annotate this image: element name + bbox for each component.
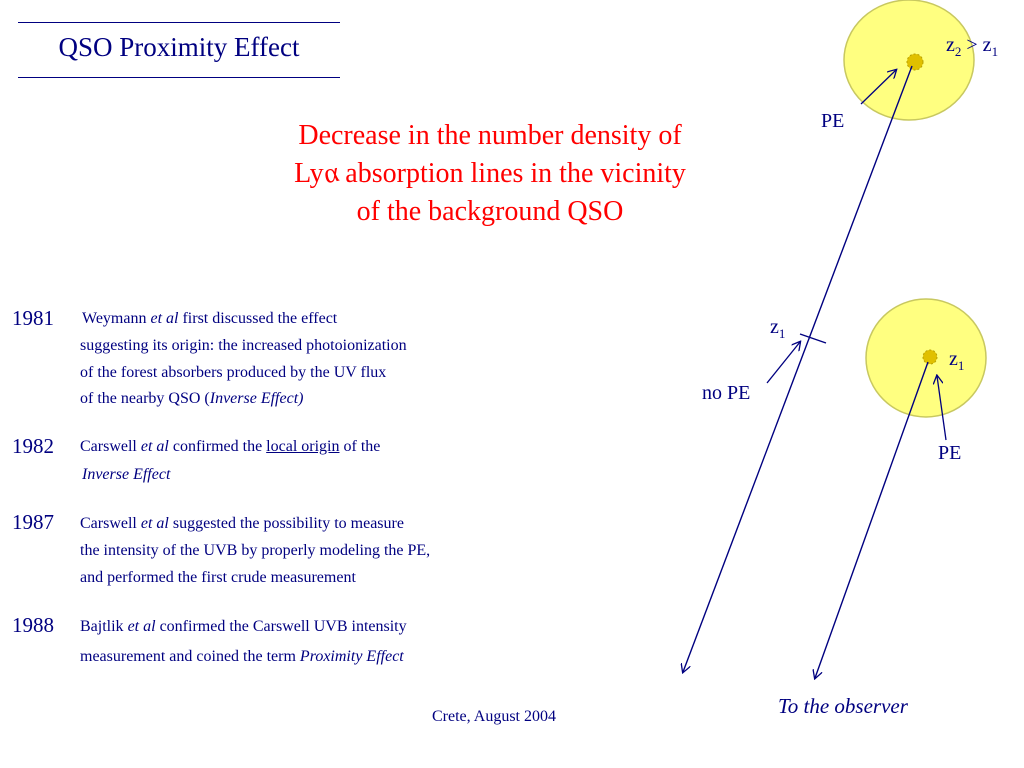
headline-line-2-rest: absorption lines in the vicinity: [338, 158, 686, 189]
z1-tick-mark: [799, 333, 827, 344]
footer-credit: Crete, August 2004: [432, 708, 556, 725]
italic-run: et al: [140, 515, 169, 532]
text-run: Bajtlik: [80, 618, 128, 635]
label-z2-gt-z1: z2 > z1: [946, 34, 998, 60]
italic-run: et al: [140, 438, 169, 455]
italic-run: et al: [150, 310, 179, 327]
pe-bottom-pointer: [937, 376, 947, 441]
page-title: QSO Proximity Effect: [58, 32, 300, 62]
entry-1981-line-3: of the forest absorbers produced by the …: [80, 364, 387, 381]
far-qso-sightline: [683, 65, 913, 672]
subscript: 1: [778, 326, 786, 341]
subscript: 2: [954, 44, 962, 59]
headline-line-3: of the background QSO: [356, 196, 624, 227]
text-run: z: [946, 34, 955, 56]
no-pe-pointer: [766, 342, 800, 384]
italic-run: et al: [127, 618, 156, 635]
subscript: 1: [991, 44, 999, 59]
text-run: >: [961, 34, 983, 56]
entry-1988-line-1: Bajtlik et al confirmed the Carswell UVB…: [80, 618, 407, 636]
headline: Decrease in the number density of Lyα ab…: [230, 117, 750, 231]
observer-label: To the observer: [778, 694, 908, 718]
text-run: Weymann: [82, 310, 151, 327]
entry-1987-line-2: the intensity of the UVB by properly mod…: [80, 542, 431, 559]
label-pe-top: PE: [821, 110, 845, 132]
entry-1982-line-2: Inverse Effect: [82, 466, 171, 483]
far-qso-core: [906, 53, 924, 71]
text-run: confirmed the Carswell UVB intensity: [155, 618, 407, 635]
headline-ly: Ly: [294, 158, 324, 189]
subscript: 1: [957, 358, 965, 373]
year-1988: 1988: [12, 613, 54, 637]
entry-1981-line-4: of the nearby QSO (Inverse Effect): [80, 390, 303, 408]
label-no-pe: no PE: [702, 382, 751, 404]
text-run: z: [982, 34, 992, 56]
entry-1981-line-1: Weymann et al first discussed the effect: [82, 310, 337, 328]
headline-line-2: Lyα absorption lines in the vicinity: [230, 155, 750, 193]
label-z1-sightline: z1: [770, 316, 785, 342]
italic-run: Inverse Effect): [209, 390, 304, 407]
entry-1987-line-3: and performed the first crude measuremen…: [80, 569, 356, 586]
near-qso-core: [922, 349, 938, 365]
text-run: suggested the possibility to measure: [168, 515, 404, 532]
text-run: z: [770, 316, 779, 338]
label-pe-bottom: PE: [938, 442, 962, 464]
year-1982: 1982: [12, 434, 54, 458]
entry-1982-line-1: Carswell et al confirmed the local origi…: [80, 438, 380, 456]
near-qso-sightline: [815, 361, 929, 678]
pe-top-pointer: [860, 70, 896, 105]
entry-1988-line-2: measurement and coined the term Proximit…: [80, 648, 404, 666]
text-run: confirmed the: [168, 438, 267, 455]
title-box: QSO Proximity Effect: [18, 22, 340, 78]
label-z1-qso: z1: [949, 348, 964, 374]
text-run: first discussed the effect: [178, 310, 338, 327]
text-run: measurement and coined the term: [80, 648, 300, 665]
year-1981: 1981: [12, 306, 54, 330]
year-1987: 1987: [12, 510, 54, 534]
text-run: of the nearby QSO (: [80, 390, 210, 407]
entry-1987-line-1: Carswell et al suggested the possibility…: [80, 515, 404, 533]
text-run: of the: [339, 438, 381, 455]
italic-run: Proximity Effect: [299, 648, 404, 665]
text-run: Carswell: [80, 438, 141, 455]
underlined-run: local origin: [266, 438, 340, 455]
text-run: z: [949, 348, 958, 370]
text-run: Carswell: [80, 515, 141, 532]
entry-1981-line-2: suggesting its origin: the increased pho…: [80, 337, 407, 354]
headline-line-1: Decrease in the number density of: [298, 120, 682, 151]
